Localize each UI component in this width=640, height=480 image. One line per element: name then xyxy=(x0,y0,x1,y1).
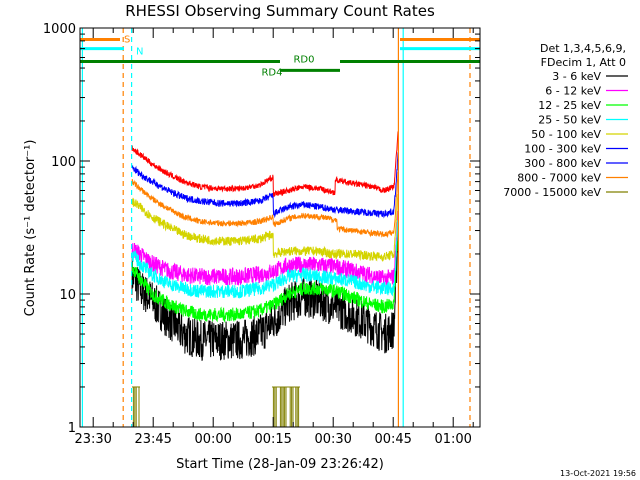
timestamp: 13-Oct-2021 19:56 xyxy=(560,469,636,478)
state-bar-label-s: S xyxy=(124,34,130,45)
x-tick-label: 00:30 xyxy=(314,432,351,447)
state-bar-label-rd4: RD4 xyxy=(261,67,282,78)
series-line-7 xyxy=(131,172,399,239)
series-line-1 xyxy=(131,210,399,288)
marker-layer: SN RD0 RD4 xyxy=(80,28,480,427)
y-tick-label: 1000 xyxy=(43,22,76,37)
legend-entry-label: 50 - 100 keV xyxy=(531,128,601,141)
legend-entry-label: 800 - 7000 keV xyxy=(517,172,601,185)
y-axis-label: Count Rate (s⁻¹ detector⁻¹) xyxy=(23,140,38,317)
state-bar-label-rd0: RD0 xyxy=(293,54,314,65)
legend-entry-label: 100 - 300 keV xyxy=(524,143,601,156)
series-line-2 xyxy=(131,225,399,324)
series-line-4 xyxy=(131,193,399,262)
x-tick-label: 01:00 xyxy=(434,432,471,447)
legend: Det 1,3,4,5,6,9,FDecim 1, Att 03 - 6 keV… xyxy=(503,42,628,199)
data-layer xyxy=(131,131,399,427)
x-tick-label: 00:45 xyxy=(374,432,411,447)
x-tick-label: 00:15 xyxy=(254,432,291,447)
series-line-0 xyxy=(131,227,399,361)
legend-entry-label: 25 - 50 keV xyxy=(538,114,601,127)
series-line-3 xyxy=(131,220,399,300)
state-bar-label-n: N xyxy=(136,47,143,58)
legend-header-line: Det 1,3,4,5,6,9, xyxy=(540,42,626,55)
y-axis-ticks: 1 10 100 1000 xyxy=(43,22,480,436)
series-line-5 xyxy=(131,152,399,219)
x-tick-label: 00:00 xyxy=(194,432,231,447)
legend-entry-label: 300 - 800 keV xyxy=(524,157,601,170)
y-tick-label: 1 xyxy=(68,421,76,436)
y-tick-label: 10 xyxy=(59,288,76,303)
plot-frame xyxy=(79,27,481,428)
legend-header-line: FDecim 1, Att 0 xyxy=(541,56,626,69)
legend-entry-label: 7000 - 15000 keV xyxy=(503,186,601,199)
legend-entry-label: 12 - 25 keV xyxy=(538,99,601,112)
x-tick-label: 23:45 xyxy=(134,432,171,447)
legend-entry-label: 6 - 12 keV xyxy=(545,85,601,98)
y-tick-label: 100 xyxy=(51,155,76,170)
legend-entry-label: 3 - 6 keV xyxy=(552,70,601,83)
x-axis-label: Start Time (28-Jan-09 23:26:42) xyxy=(176,457,384,472)
series-line-red xyxy=(131,131,399,197)
x-axis-ticks: 23:30 23:45 00:00 00:15 00:30 00:45 01:00 xyxy=(74,28,474,447)
chart-title: RHESSI Observing Summary Count Rates xyxy=(125,2,435,20)
x-tick-label: 23:30 xyxy=(74,432,111,447)
